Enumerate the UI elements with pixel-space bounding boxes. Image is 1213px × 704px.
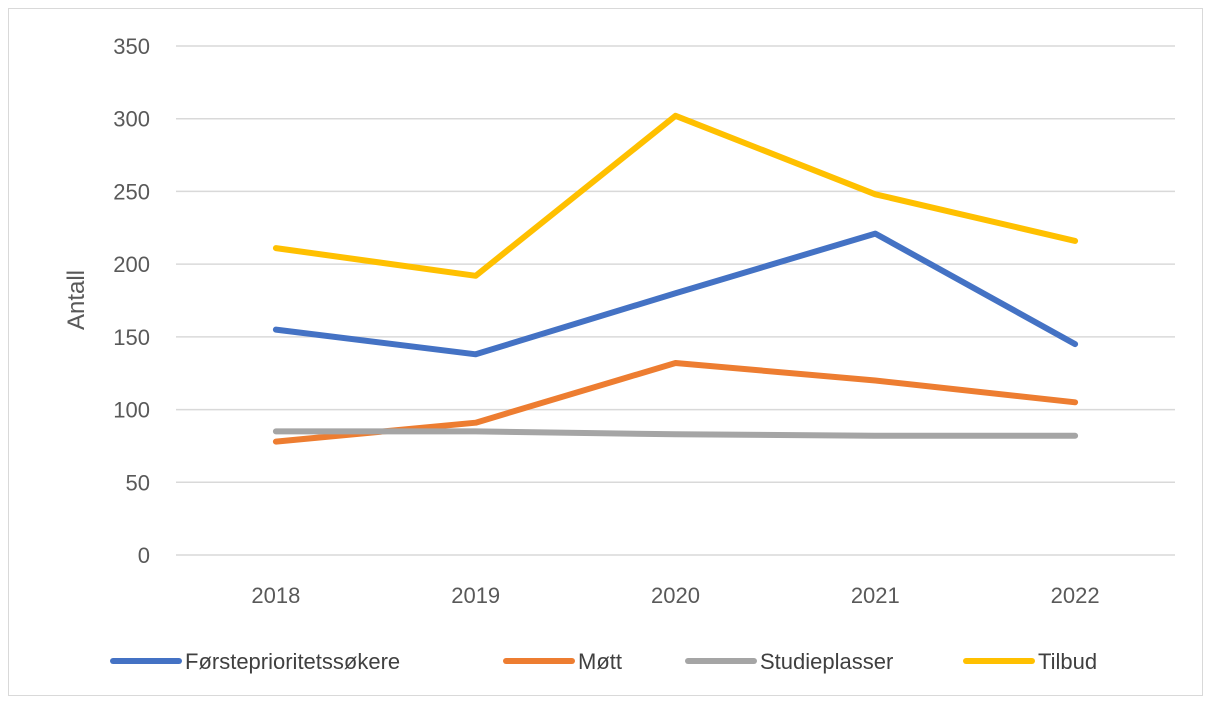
x-tick-label: 2022 <box>1051 583 1100 608</box>
x-tick-label: 2021 <box>851 583 900 608</box>
y-tick-label: 350 <box>113 34 150 59</box>
legend-label: Tilbud <box>1038 649 1097 674</box>
gridlines <box>176 45 1175 556</box>
y-tick-label: 100 <box>113 398 150 423</box>
x-axis-ticks: 2018 2019 2020 2021 2022 <box>251 583 1099 608</box>
y-axis-title: Antall <box>63 270 90 330</box>
series-line-4 <box>272 112 1079 279</box>
y-tick-label: 0 <box>138 543 150 568</box>
y-tick-label: 250 <box>113 179 150 204</box>
legend: Førsteprioritetssøkere Møtt Studieplasser T… <box>110 649 1097 674</box>
x-tick-label: 2019 <box>451 583 500 608</box>
series-line-3 <box>272 428 1079 439</box>
legend-label: Møtt <box>578 649 622 674</box>
y-tick-label: 50 <box>126 470 150 495</box>
y-axis-ticks: 0 50 100 150 200 250 300 350 <box>113 34 150 568</box>
legend-label: Studieplasser <box>760 649 893 674</box>
legend-label: Førsteprioritetssøkere <box>185 649 400 674</box>
y-tick-label: 150 <box>113 325 150 350</box>
x-tick-label: 2018 <box>251 583 300 608</box>
series-lines <box>272 112 1079 445</box>
x-tick-label: 2020 <box>651 583 700 608</box>
chart-frame <box>8 8 1203 696</box>
y-tick-label: 300 <box>113 107 150 132</box>
y-tick-label: 200 <box>113 252 150 277</box>
